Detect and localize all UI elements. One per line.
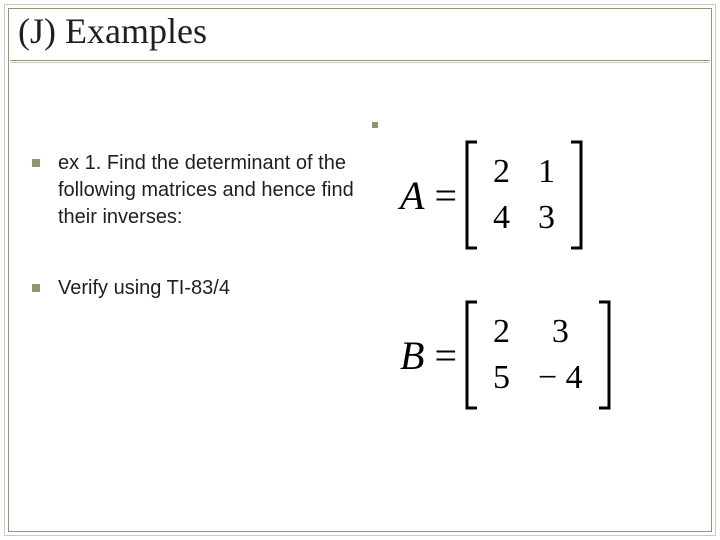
matrix-cell: 5 <box>479 355 524 401</box>
list-item: ex 1. Find the determinant of the follow… <box>32 150 362 231</box>
left-bracket-icon <box>463 140 479 250</box>
matrix: 2413 <box>463 140 585 250</box>
left-bracket-icon <box>463 300 479 410</box>
equals-sign: = <box>434 172 457 219</box>
title-underline-shadow <box>10 62 710 63</box>
bullet-text: ex 1. Find the determinant of the follow… <box>58 150 362 231</box>
equation-b: B=253− 4 <box>400 300 613 410</box>
matrix-column: 13 <box>524 149 569 241</box>
square-bullet-icon <box>372 122 378 128</box>
slide-title: (J) Examples <box>18 10 207 52</box>
matrix-var: B <box>400 332 424 379</box>
matrix-column: 25 <box>479 309 524 401</box>
right-bracket-icon <box>569 140 585 250</box>
equation-a: A=2413 <box>400 140 585 250</box>
matrix-cell: − 4 <box>524 355 597 401</box>
square-bullet-icon <box>32 284 40 292</box>
equals-sign: = <box>434 332 457 379</box>
matrix-cell: 4 <box>479 195 524 241</box>
bullet-text: Verify using TI-83/4 <box>58 275 230 302</box>
square-bullet-icon <box>32 159 40 167</box>
title-block: (J) Examples <box>18 10 207 52</box>
title-underline <box>10 60 710 61</box>
list-item: Verify using TI-83/4 <box>32 275 362 302</box>
matrix-column: 3− 4 <box>524 309 597 401</box>
matrix-cell: 1 <box>524 149 569 195</box>
matrix-cell: 2 <box>479 149 524 195</box>
matrix: 253− 4 <box>463 300 613 410</box>
right-bracket-icon <box>597 300 613 410</box>
matrix-cell: 3 <box>524 195 569 241</box>
matrix-var: A <box>400 172 424 219</box>
matrix-cell: 2 <box>479 309 524 355</box>
matrix-column: 24 <box>479 149 524 241</box>
left-column: ex 1. Find the determinant of the follow… <box>32 150 362 346</box>
matrix-cell: 3 <box>524 309 597 355</box>
